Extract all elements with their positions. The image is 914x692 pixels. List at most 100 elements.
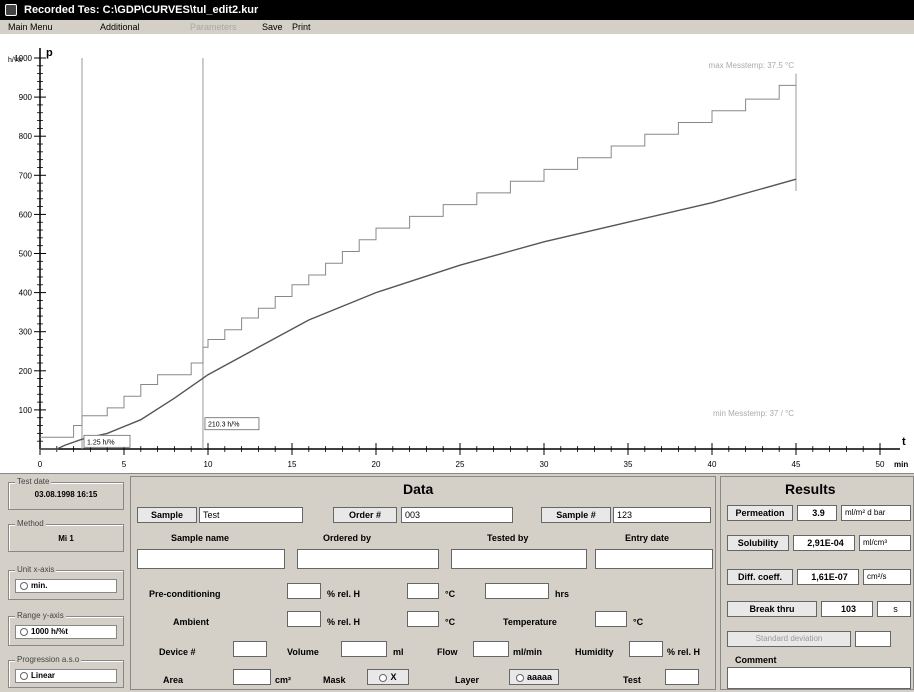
order-label: Order #: [333, 507, 397, 523]
menu-save[interactable]: Save: [262, 22, 283, 32]
preconditioning-label: Pre-conditioning: [149, 589, 221, 599]
humidity-field[interactable]: [629, 641, 663, 657]
x-tick-label: 15: [288, 460, 297, 469]
results-section: Results Permeation 3.9 ml/m² d bar Solub…: [720, 476, 914, 690]
test-date-label: Test date: [15, 477, 52, 487]
range-y-radio-icon: [20, 627, 28, 636]
y-tick-label: 400: [19, 289, 33, 298]
entry-date-field[interactable]: [595, 549, 713, 569]
ambient-humidity-field[interactable]: [287, 611, 321, 627]
area-field[interactable]: [233, 669, 271, 685]
y-tick-label: 200: [19, 367, 33, 376]
permeation-curve: [40, 178, 797, 450]
menu-additional[interactable]: Additional: [100, 22, 140, 32]
y-tick-label: 800: [19, 132, 33, 141]
x-axis-label: t: [902, 436, 906, 448]
unit-x-radio-icon: [20, 581, 28, 590]
temperature-label: Temperature: [503, 617, 557, 627]
app-icon: [5, 4, 17, 16]
y-tick-label: 700: [19, 171, 33, 180]
menu-main[interactable]: Main Menu: [8, 22, 53, 32]
method-group: Method Mi 1: [8, 519, 124, 552]
chart-svg: 100 200 300 400 500 600 700 800 900 1000 0 5 10 15 20 2…: [8, 47, 908, 469]
breakthrough-unit: s: [877, 601, 911, 617]
precond-humidity-unit: % rel. H: [327, 589, 361, 599]
y-tick-label: 600: [19, 210, 33, 219]
progression-group: Progression a.s.o Linear: [8, 655, 124, 688]
marker-label-2: 210.3 h/%: [208, 422, 240, 429]
range-y-label: Range y-axis: [15, 611, 66, 621]
unit-x-option[interactable]: min.: [15, 579, 117, 593]
humidity-label: Humidity: [575, 647, 614, 657]
marker-label-2-box: [204, 417, 260, 431]
humidity-unit: % rel. H: [667, 647, 701, 657]
lower-panel: Test date 03.08.1998 16:15 Method Mi 1 U…: [0, 474, 914, 692]
marker-label-1: 1.25 h/%: [87, 439, 115, 446]
window-title: Recorded Tes: C:\GDP\CURVES\tul_edit2.ku…: [24, 4, 259, 16]
std-deviation-button: Standard deviation: [727, 631, 851, 647]
breakthrough-label: Break thru: [727, 601, 817, 617]
layer-option[interactable]: aaaaa: [509, 669, 559, 685]
sample-name-field[interactable]: [137, 549, 285, 569]
marker-label-1-box: [83, 434, 131, 448]
std-deviation-field: [855, 631, 891, 647]
sample-field[interactable]: Test: [199, 507, 303, 523]
permeation-value: 3.9: [797, 505, 837, 521]
unit-x-label: Unit x-axis: [15, 565, 57, 575]
y-tick-label: 500: [19, 250, 33, 259]
range-y-value: 1000 h/%t: [31, 627, 68, 636]
y-tick-label: 100: [19, 406, 33, 415]
x-tick-label: 30: [540, 460, 549, 469]
test-date-group: Test date 03.08.1998 16:15: [8, 477, 124, 510]
ambient-temp-field[interactable]: [407, 611, 439, 627]
mask-option[interactable]: X: [367, 669, 409, 685]
comment-field[interactable]: [727, 667, 911, 689]
volume-unit: ml: [393, 647, 404, 657]
x-tick-label: 0: [38, 460, 43, 469]
x-axis-unit: min: [894, 460, 908, 469]
progression-option[interactable]: Linear: [15, 669, 117, 683]
volume-field[interactable]: [341, 641, 387, 657]
range-y-option[interactable]: 1000 h/%t: [15, 625, 117, 639]
progression-label: Progression a.s.o: [15, 655, 82, 665]
tested-by-field[interactable]: [451, 549, 587, 569]
sample-number-field[interactable]: 123: [613, 507, 711, 523]
order-field[interactable]: 003: [401, 507, 513, 523]
precond-hours-field[interactable]: [485, 583, 549, 599]
data-section: Data Sample Test Order # 003 Sample # 12…: [130, 476, 716, 690]
col-sample-name: Sample name: [171, 533, 230, 543]
sample-label: Sample: [137, 507, 197, 523]
mask-label: Mask: [323, 675, 346, 685]
diff-coeff-label: Diff. coeff.: [727, 569, 793, 585]
diff-coeff-value: 1,61E-07: [797, 569, 859, 585]
method-value: Mi 1: [58, 534, 74, 543]
device-field[interactable]: [233, 641, 267, 657]
ordered-by-field[interactable]: [297, 549, 439, 569]
x-tick-label: 25: [456, 460, 465, 469]
breakthrough-value: 103: [821, 601, 873, 617]
flow-field[interactable]: [473, 641, 509, 657]
temperature-field[interactable]: [595, 611, 627, 627]
test-date-value: 03.08.1998 16:15: [34, 490, 98, 499]
precond-temp-field[interactable]: [407, 583, 439, 599]
test-field[interactable]: [665, 669, 699, 685]
volume-label: Volume: [287, 647, 319, 657]
layer-radio-icon: [515, 673, 524, 682]
x-tick-label: 20: [372, 460, 381, 469]
menu-parameters-disabled: Parameters: [190, 22, 237, 32]
sample-number-label: Sample #: [541, 507, 611, 523]
layer-label: Layer: [455, 675, 480, 685]
precond-temp-unit: °C: [445, 589, 456, 599]
x-tick-label: 5: [122, 460, 127, 469]
menu-print[interactable]: Print: [292, 22, 311, 32]
precond-hours-unit: hrs: [555, 589, 570, 599]
flow-label: Flow: [437, 647, 458, 657]
data-title: Data: [403, 481, 434, 497]
col-tested-by: Tested by: [487, 533, 529, 543]
annotation-max-temp: max Messtemp: 37.5 °C: [709, 61, 795, 70]
precond-humidity-field[interactable]: [287, 583, 321, 599]
range-y-group: Range y-axis 1000 h/%t: [8, 611, 124, 646]
y-tick-label: 900: [19, 93, 33, 102]
permeation-label: Permeation: [727, 505, 793, 521]
comment-label: Comment: [735, 655, 777, 665]
